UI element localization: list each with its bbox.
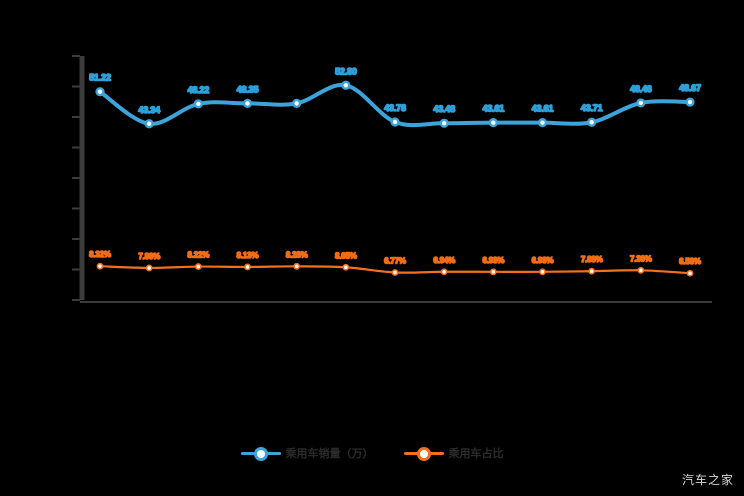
sales-label-3: 48.35 <box>237 84 259 94</box>
sales-label-7: 43.48 <box>433 104 455 114</box>
sales-label-0: 51.22 <box>89 73 111 83</box>
sales-label-12: 48.67 <box>679 83 701 93</box>
sales-label-10: 43.71 <box>581 103 603 113</box>
series-points-sales <box>95 80 695 129</box>
series-labels-sales: 51.22 43.34 48.22 48.35 52.80 43.78 43.48 43.61… <box>88 65 702 115</box>
legend-label-sales: 乘用车销量（万） <box>285 448 374 460</box>
watermark-text: 汽车之家 <box>681 473 734 487</box>
legend-item-sales[interactable]: 乘用车销量（万） <box>240 445 374 461</box>
occupancy-label-9: 6.93% <box>532 256 554 265</box>
occupancy-label-11: 7.30% <box>630 254 652 263</box>
chart-legend: 乘用车销量（万） 乘用车占比 <box>0 440 744 466</box>
circle-outline-marker-icon <box>240 446 281 461</box>
occupancy-label-4: 8.28% <box>286 250 308 259</box>
circle-outline-marker-icon <box>403 446 444 461</box>
occupancy-label-12: 6.58% <box>679 257 701 266</box>
sales-label-8: 43.61 <box>483 104 505 114</box>
sales-label-11: 48.46 <box>630 84 652 94</box>
occupancy-label-2: 8.22% <box>187 251 209 260</box>
occupancy-label-7: 6.94% <box>433 256 455 265</box>
occupancy-label-3: 8.13% <box>237 251 259 260</box>
occupancy-label-8: 6.93% <box>482 256 504 265</box>
occupancy-label-10: 7.08% <box>581 255 603 264</box>
occupancy-label-0: 8.32% <box>89 250 111 259</box>
sales-label-2: 48.22 <box>188 85 210 95</box>
legend-label-occupancy: 乘用车占比 <box>448 448 504 460</box>
y-axis-ticks <box>72 55 80 301</box>
sales-label-9: 43.61 <box>532 104 554 114</box>
sales-label-5: 52.80 <box>335 66 357 76</box>
occupancy-label-1: 7.88% <box>138 252 160 261</box>
legend-item-occupancy[interactable]: 乘用车占比 <box>403 445 504 461</box>
sales-label-1: 43.34 <box>138 105 160 115</box>
series-points-occupancy <box>96 262 694 277</box>
occupancy-label-5: 8.05% <box>335 251 357 260</box>
sales-label-6: 43.78 <box>384 103 406 113</box>
occupancy-label-6: 6.77% <box>384 256 406 265</box>
series-labels-occupancy: 8.32% 7.88% 8.22% 8.13% 8.28% 8.05% 6.77% 6.94%… <box>88 249 701 267</box>
